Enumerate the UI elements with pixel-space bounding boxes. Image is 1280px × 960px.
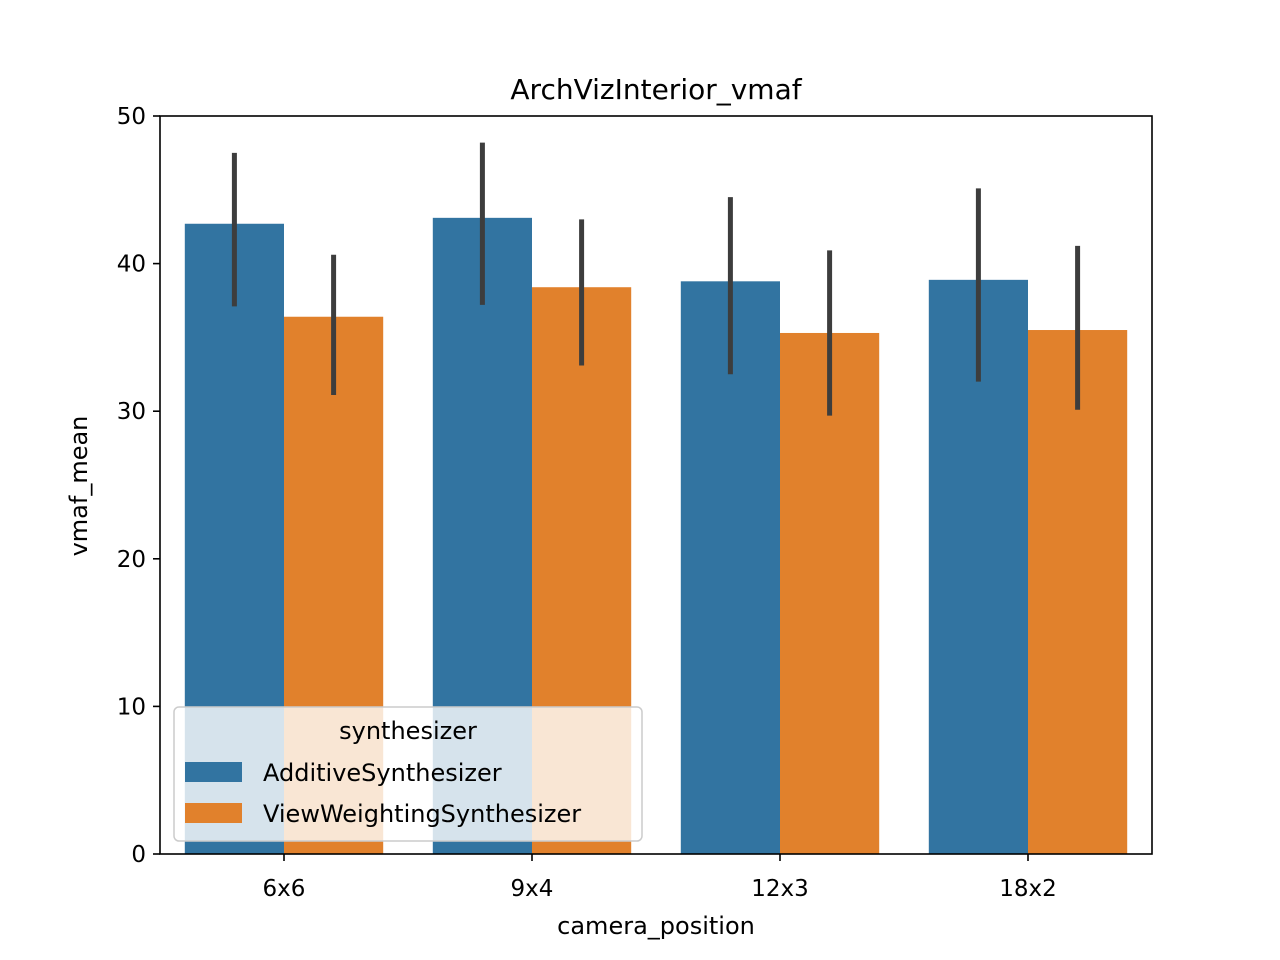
y-tick-label-20: 20 — [117, 547, 146, 573]
bar-AdditiveSynthesizer-12x3 — [680, 281, 780, 854]
plot-frame — [159, 115, 1153, 855]
y-tick-label-30: 30 — [117, 399, 146, 425]
bar-ViewWeightingSynthesizer-18x2 — [1028, 330, 1128, 854]
legend-title: synthesizer — [339, 717, 477, 745]
chart-title: ArchVizInterior_vmaf — [510, 73, 802, 106]
axes-layer: 0 10 20 30 40 50 6x6 9x4 12x3 18x2 — [117, 104, 1153, 902]
legend-swatch-ViewWeightingSynthesizer — [185, 803, 242, 823]
legend-box — [173, 706, 643, 842]
legend-swatch-AdditiveSynthesizer — [185, 762, 242, 782]
legend: synthesizer AdditiveSynthesizer ViewWeight… — [173, 706, 643, 842]
x-tick-label-6x6: 6x6 — [263, 876, 306, 902]
errorbars-layer — [231, 142, 1081, 416]
x-tick-label-18x2: 18x2 — [999, 876, 1057, 902]
y-axis-label: vmaf_mean — [65, 416, 93, 557]
x-tick-label-9x4: 9x4 — [511, 876, 554, 902]
y-tick-label-40: 40 — [117, 252, 146, 278]
legend-label-AdditiveSynthesizer: AdditiveSynthesizer — [263, 759, 502, 787]
bar-ViewWeightingSynthesizer-12x3 — [780, 332, 880, 855]
x-axis-label: camera_position — [557, 912, 755, 940]
y-tick-label-0: 0 — [131, 842, 146, 868]
legend-label-ViewWeightingSynthesizer: ViewWeightingSynthesizer — [263, 800, 581, 828]
y-tick-label-10: 10 — [117, 694, 146, 720]
x-tick-label-12x3: 12x3 — [751, 876, 809, 902]
y-tick-label-50: 50 — [117, 104, 146, 130]
